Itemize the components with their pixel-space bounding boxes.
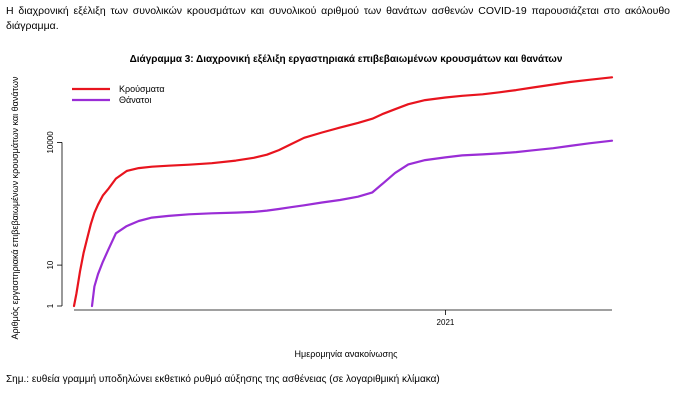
y-tick-label: 10 [46,260,55,269]
legend-label: Κρούσματα [119,84,165,94]
y-tick-label: 10000 [46,131,55,154]
figure-note: Σημ.: ευθεία γραμμή υποδηλώνει εκθετικό … [6,374,440,385]
x-axis-label: Ημερομηνία ανακοίνωσης [295,349,399,359]
y-tick-label: 1 [46,303,55,308]
x-tick-label: 2021 [437,318,455,327]
legend-label: Θάνατοι [119,95,151,105]
intro-paragraph: Η διαχρονική εξέλιξη των συνολικών κρουσ… [6,5,670,32]
chart-lines [72,76,614,308]
chart-axes: 1 10 10000 2021 [46,131,612,327]
series-line-cases [72,76,614,308]
series-line-deaths [90,139,614,308]
chart-title: Διάγραμμα 3: Διαχρονική εξέλιξη εργαστηρ… [130,54,563,65]
y-axis-label: Αριθμός εργαστηριακά επιβεβαιωμένων κρου… [10,76,20,339]
